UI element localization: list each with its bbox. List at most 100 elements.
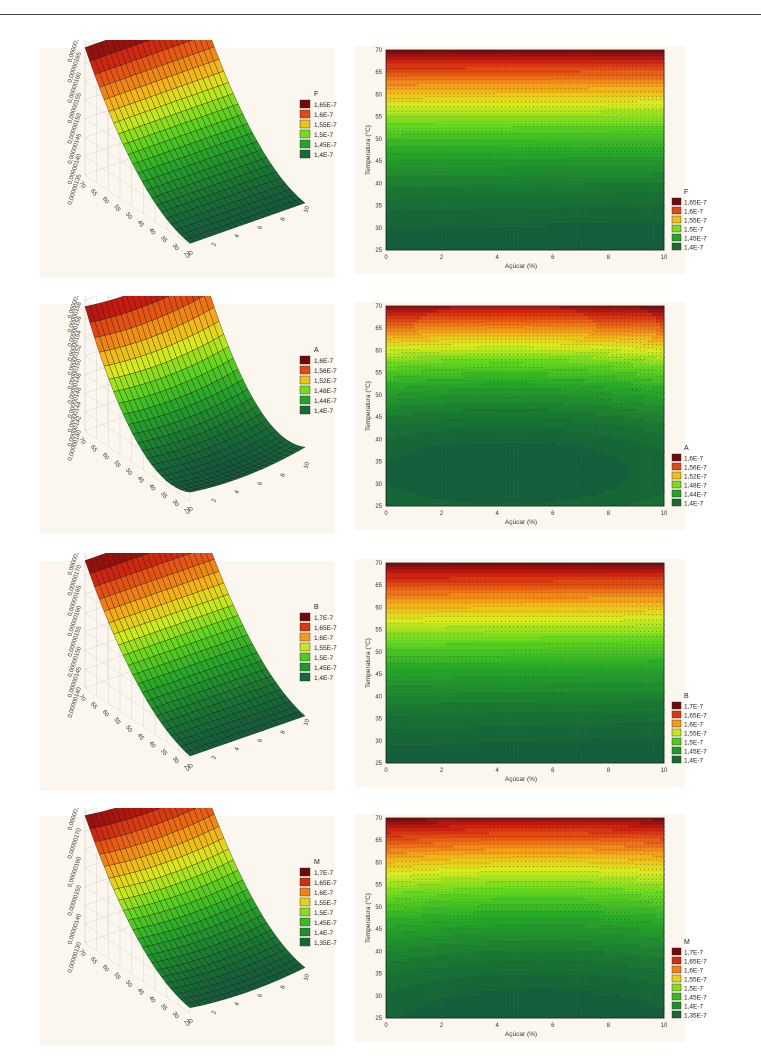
contour-legend-swatch [672, 490, 681, 497]
contour-ytick-label: 65 [375, 838, 382, 844]
surface-legend-swatch [300, 120, 310, 128]
contour-ytick-label: 55 [375, 628, 382, 634]
contour-ytick-label: 70 [375, 561, 382, 567]
contour-ytick-label: 55 [375, 371, 382, 377]
surface-legend-swatch [300, 878, 310, 886]
contour-ytick-label: 35 [375, 460, 382, 466]
surface-legend-label: 1,48E-7 [314, 388, 337, 395]
contour-legend-title: F [684, 189, 688, 196]
contour-ytick-label: 35 [375, 204, 382, 210]
contour-legend-label: 1,4E-7 [684, 758, 704, 765]
surface-legend-swatch [300, 110, 310, 118]
contour-legend-label: 1,52E-7 [684, 474, 707, 481]
surface-legend-swatch [300, 633, 310, 641]
surface-legend-label: 1,4E-7 [314, 930, 334, 937]
surface-legend-title: B [314, 604, 319, 611]
contour-legend-title: A [684, 445, 689, 452]
contour-xtick-label: 10 [661, 255, 668, 261]
surface-legend-label: 1,45E-7 [314, 665, 337, 672]
contour-legend-swatch [672, 711, 681, 718]
surface-legend-label: 1,4E-7 [314, 152, 334, 159]
contour-xlabel: Açúcar (%) [505, 263, 537, 270]
contour-legend-label: 1,45E-7 [684, 236, 707, 243]
contour-xtick-label: 10 [661, 511, 668, 517]
contour-legend-label: 1,6E-7 [684, 209, 704, 216]
contour-ytick-label: 25 [375, 248, 382, 254]
surface-legend-label: 1,5E-7 [314, 132, 334, 139]
surface-legend-label: 1,65E-7 [314, 625, 337, 632]
surface-legend-label: 1,52E-7 [314, 378, 337, 385]
contour-legend-label: 1,55E-7 [684, 731, 707, 738]
surface-legend-label: 1,4E-7 [314, 408, 334, 415]
contour-ylabel: Temperatura (°C) [364, 125, 372, 175]
contour-legend-label: 1,45E-7 [684, 995, 707, 1002]
surface-legend-swatch [300, 140, 310, 148]
surface-legend-swatch [300, 868, 310, 876]
contour-legend-label: 1,7E-7 [684, 950, 704, 957]
surface-legend-label: 1,6E-7 [314, 635, 334, 642]
contour-legend-label: 1,65E-7 [684, 959, 707, 966]
contour-legend-label: 1,6E-7 [684, 968, 704, 975]
chart-svg-M: 0,000001800,000001700,000001600,00000150… [0, 808, 761, 1056]
surface-legend-label: 1,65E-7 [314, 102, 337, 109]
contour-legend-swatch [672, 948, 681, 955]
contour-legend-swatch [672, 463, 681, 470]
contour-legend-swatch [672, 993, 681, 1000]
contour-ylabel: Temperatura (°C) [364, 638, 372, 688]
surface-legend-swatch [300, 150, 310, 158]
contour-ytick-label: 30 [375, 482, 382, 488]
contour-legend-swatch [672, 234, 681, 241]
contour-legend-swatch [672, 702, 681, 709]
surface-legend-label: 1,7E-7 [314, 615, 334, 622]
contour-ytick-label: 50 [375, 393, 382, 399]
surface-legend-swatch [300, 908, 310, 916]
contour-legend-label: 1,55E-7 [684, 218, 707, 225]
surface-legend-swatch [300, 918, 310, 926]
contour-legend-swatch [672, 198, 681, 205]
contour-legend-label: 1,4E-7 [684, 1004, 704, 1011]
contour-ytick-label: 70 [375, 304, 382, 310]
contour-ytick-label: 60 [375, 860, 382, 866]
chart-svg-F: 0,000001700,000001650,000001600,00000155… [0, 40, 761, 288]
surface-legend-label: 1,6E-7 [314, 358, 334, 365]
contour-legend-swatch [672, 984, 681, 991]
contour-ytick-label: 50 [375, 650, 382, 656]
contour-legend-swatch [672, 756, 681, 763]
contour-ytick-label: 35 [375, 717, 382, 723]
contour-ytick-label: 25 [375, 1016, 382, 1022]
surface-legend-swatch [300, 386, 310, 394]
contour-ytick-label: 55 [375, 115, 382, 121]
contour-legend-swatch [672, 957, 681, 964]
contour-ytick-label: 35 [375, 972, 382, 978]
surface-legend-label: 1,55E-7 [314, 122, 337, 129]
surface-legend-label: 1,6E-7 [314, 890, 334, 897]
surface-legend-label: 1,45E-7 [314, 142, 337, 149]
contour-ytick-label: 60 [375, 605, 382, 611]
contour-legend: M1,7E-71,65E-71,6E-71,55E-71,5E-71,45E-7… [672, 939, 707, 1020]
contour-legend-swatch [672, 225, 681, 232]
contour-ytick-label: 60 [375, 92, 382, 98]
surface-legend-label: 1,6E-7 [314, 112, 334, 119]
contour-legend-swatch [672, 472, 681, 479]
surface-legend-label: 1,55E-7 [314, 645, 337, 652]
contour-legend-swatch [672, 499, 681, 506]
contour-ytick-label: 40 [375, 437, 382, 443]
surface-legend-swatch [300, 613, 310, 621]
contour-xlabel: Açúcar (%) [505, 519, 537, 526]
contour-ytick-label: 25 [375, 761, 382, 767]
contour-xlabel: Açúcar (%) [505, 776, 537, 783]
chart-svg-B: 0,000001750,000001700,000001650,00000160… [0, 553, 761, 801]
contour-ytick-label: 60 [375, 348, 382, 354]
surface-legend-swatch [300, 653, 310, 661]
contour-ytick-label: 40 [375, 181, 382, 187]
contour-ytick-label: 65 [375, 70, 382, 76]
contour-ytick-label: 55 [375, 883, 382, 889]
contour-legend-swatch [672, 1002, 681, 1009]
contour-legend-label: 1,5E-7 [684, 227, 704, 234]
contour-ytick-label: 50 [375, 137, 382, 143]
contour-legend-swatch [672, 481, 681, 488]
contour-ylabel: Temperatura (°C) [364, 381, 372, 431]
contour-legend-label: 1,6E-7 [684, 722, 704, 729]
